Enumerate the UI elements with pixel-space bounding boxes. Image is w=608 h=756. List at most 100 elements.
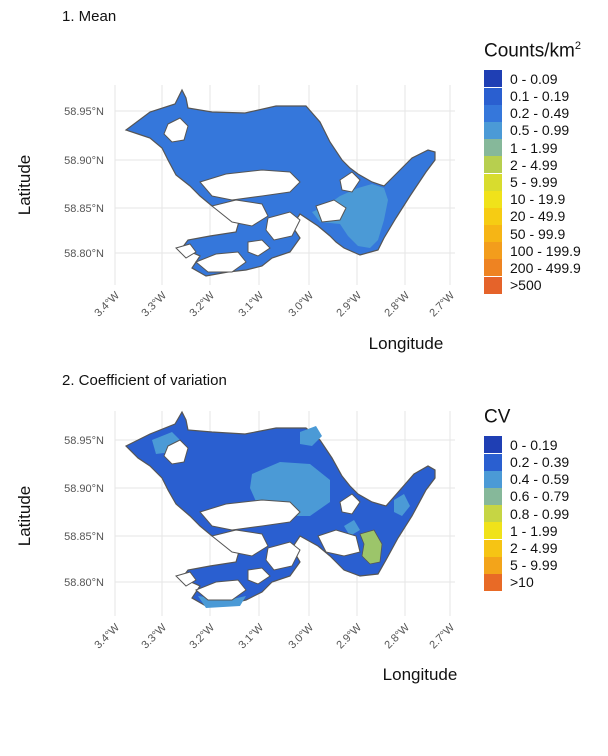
lon-tick: 2.9°W — [334, 621, 364, 651]
y-axis-title: Latitude — [15, 486, 34, 547]
legend-entry: 0.6 - 0.79 — [484, 487, 569, 505]
legend-entry: 1 - 1.99 — [484, 139, 581, 157]
legend-entry: 0 - 0.09 — [484, 70, 581, 88]
lon-tick: 3.3°W — [139, 289, 169, 319]
legend-label: 0.2 - 0.49 — [510, 105, 570, 122]
legend-entry: 200 - 499.9 — [484, 259, 581, 277]
legend-swatch — [484, 470, 502, 488]
lon-tick: 3.2°W — [187, 289, 217, 319]
legend-swatch — [484, 87, 502, 105]
legend-label: 0.4 - 0.59 — [510, 471, 570, 488]
legend-swatch — [484, 70, 502, 88]
lon-tick: 3.4°W — [92, 621, 122, 651]
legend-label: 20 - 49.9 — [510, 208, 566, 225]
legend-entry: 1 - 1.99 — [484, 522, 569, 540]
legend-label: >10 — [510, 574, 534, 591]
legend-entry: 0 - 0.19 — [484, 436, 569, 454]
legend-entry: >500 — [484, 276, 581, 294]
legend-swatch — [484, 573, 502, 591]
legend-swatch — [484, 453, 502, 471]
legend-swatch — [484, 207, 502, 225]
legend-swatch — [484, 487, 502, 505]
legend-entry: 0.1 - 0.19 — [484, 87, 581, 105]
legend-swatch — [484, 522, 502, 540]
high-cv-patch — [359, 529, 383, 565]
legend-label: 0.2 - 0.39 — [510, 454, 570, 471]
legend-title: Counts/km2 — [484, 40, 581, 62]
lon-tick: 2.8°W — [382, 289, 412, 319]
lon-tick: 2.7°W — [427, 289, 457, 319]
legend-label: 1 - 1.99 — [510, 522, 558, 539]
legend-label: 0.1 - 0.19 — [510, 88, 570, 105]
x-axis-title: Longitude — [369, 334, 444, 353]
legend-swatch — [484, 225, 502, 243]
legend-entry: >10 — [484, 573, 569, 591]
islands — [163, 439, 361, 601]
lat-tick: 58.90°N — [64, 155, 104, 167]
lon-tick: 3.1°W — [236, 289, 266, 319]
lat-tick: 58.80°N — [64, 248, 104, 260]
legend-label: 100 - 199.9 — [510, 242, 581, 259]
legend-entry: 5 - 9.99 — [484, 556, 569, 574]
legend-entry: 20 - 49.9 — [484, 207, 581, 225]
legend-label: 10 - 19.9 — [510, 191, 566, 208]
legend-entry: 100 - 199.9 — [484, 242, 581, 260]
legend-mean: Counts/km2 0 - 0.09 0.1 - 0.19 0.2 - 0.49 0… — [484, 40, 581, 294]
legend-swatch — [484, 276, 502, 294]
legend-swatch — [484, 505, 502, 523]
legend-label: 0 - 0.09 — [510, 70, 558, 87]
legend-entry: 50 - 99.9 — [484, 225, 581, 243]
legend-swatch — [484, 436, 502, 454]
legend-entry: 0.4 - 0.59 — [484, 470, 570, 488]
islands — [163, 117, 361, 273]
legend-label: 5 - 9.99 — [510, 557, 558, 574]
panel-mean: 1. Mean — [15, 8, 581, 353]
lat-tick: 58.90°N — [64, 483, 104, 495]
legend-swatch — [484, 190, 502, 208]
legend-entry: 10 - 19.9 — [484, 190, 581, 208]
legend-entry: 0.5 - 0.99 — [484, 121, 581, 139]
legend-entry: 0.2 - 0.49 — [484, 104, 581, 122]
legend-label: 2 - 4.99 — [510, 540, 558, 557]
legend-label: >500 — [510, 277, 542, 294]
panel-title: 2. Coefficient of variation — [62, 372, 227, 389]
legend-entry: 0.2 - 0.39 — [484, 453, 570, 471]
lon-tick: 3.3°W — [139, 621, 169, 651]
legend-entries: 0 - 0.19 0.2 - 0.39 0.4 - 0.59 0.6 - 0.79 0.… — [484, 436, 569, 591]
legend-swatch — [484, 156, 502, 174]
lon-tick: 2.9°W — [334, 289, 364, 319]
legend-entry: 2 - 4.99 — [484, 156, 581, 174]
legend-cv: CV 0 - 0.19 0.2 - 0.39 0.4 - 0.59 0.6 - 0.7… — [484, 406, 569, 591]
legend-label: 5 - 9.99 — [510, 174, 558, 191]
legend-entries: 0 - 0.09 0.1 - 0.19 0.2 - 0.49 0.5 - 0.99 1 … — [484, 70, 581, 294]
panel-title: 1. Mean — [62, 8, 117, 25]
legend-label: 0.8 - 0.99 — [510, 505, 570, 522]
legend-entry: 2 - 4.99 — [484, 539, 569, 557]
legend-swatch — [484, 173, 502, 191]
legend-label: 50 - 99.9 — [510, 225, 566, 242]
legend-swatch — [484, 104, 502, 122]
map-mean: 58.95°N 58.90°N 58.85°N 58.80°N 3.4°W 3.… — [15, 85, 458, 353]
lat-tick: 58.85°N — [64, 203, 104, 215]
legend-swatch — [484, 242, 502, 260]
legend-label: 200 - 499.9 — [510, 259, 581, 276]
legend-title: CV — [484, 406, 511, 428]
lat-tick: 58.95°N — [64, 106, 104, 118]
lon-tick: 3.1°W — [236, 621, 266, 651]
sea-area-light — [312, 184, 388, 248]
legend-entry: 5 - 9.99 — [484, 173, 581, 191]
legend-swatch — [484, 121, 502, 139]
lon-tick: 3.2°W — [187, 621, 217, 651]
lon-tick: 2.7°W — [427, 621, 457, 651]
panel-cv: 2. Coefficient of variation — [0, 366, 608, 756]
legend-swatch — [484, 139, 502, 157]
lat-tick: 58.95°N — [64, 435, 104, 447]
lon-tick: 3.0°W — [286, 621, 316, 651]
lon-tick: 3.4°W — [92, 289, 122, 319]
legend-swatch — [484, 556, 502, 574]
lon-tick: 2.8°W — [382, 621, 412, 651]
y-axis-title: Latitude — [15, 155, 34, 216]
legend-label: 0.5 - 0.99 — [510, 122, 570, 139]
legend-label: 1 - 1.99 — [510, 139, 558, 156]
lat-tick: 58.85°N — [64, 531, 104, 543]
